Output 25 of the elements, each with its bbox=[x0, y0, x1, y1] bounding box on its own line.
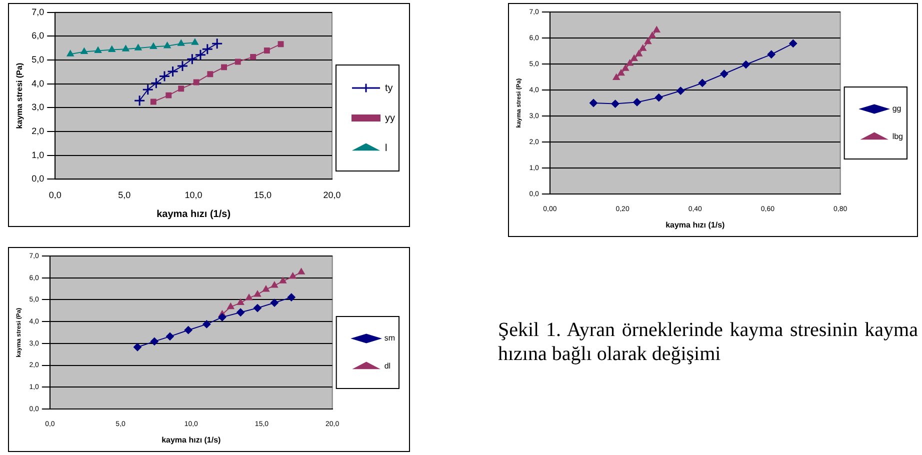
y-tick-label: 4,0 bbox=[32, 78, 44, 88]
legend-label: ty bbox=[385, 82, 393, 94]
x-tick-label: 10,0 bbox=[184, 190, 202, 200]
legend-label: lbg bbox=[892, 132, 904, 142]
y-tick-label: 1,0 bbox=[32, 150, 44, 160]
x-axis-title: kayma hızı (1/s) bbox=[666, 220, 726, 230]
y-tick-label: 3,0 bbox=[32, 102, 44, 112]
legend-label: gg bbox=[892, 104, 902, 114]
x-tick-label: 5,0 bbox=[118, 190, 131, 200]
y-tick-label: 6,0 bbox=[32, 30, 44, 41]
legend-label: sm bbox=[384, 334, 396, 343]
legend-label: yy bbox=[385, 112, 395, 124]
x-tick-label: 15,0 bbox=[254, 190, 272, 200]
y-tick-label: 7,0 bbox=[32, 6, 44, 17]
text: Şekil 1. Ayran örneklerinde kayma stresinin kayma hızına bağlı olarak değişimi bbox=[498, 318, 918, 366]
legend-label: l bbox=[385, 142, 388, 154]
y-tick-label: 2,0 bbox=[32, 126, 44, 136]
x-tick-label: 0,0 bbox=[48, 190, 62, 200]
x-tick-label: 20,0 bbox=[323, 190, 341, 200]
y-tick-label: 5,0 bbox=[32, 54, 44, 65]
legend-label: dl bbox=[384, 362, 391, 371]
x-axis-title: kayma hızı (1/s) bbox=[162, 435, 222, 444]
x-axis-title: kayma hızı (1/s) bbox=[156, 208, 231, 220]
y-tick-label: 0,0 bbox=[32, 174, 44, 184]
y-axis-title: kayma stresi (Pa) bbox=[15, 62, 24, 129]
